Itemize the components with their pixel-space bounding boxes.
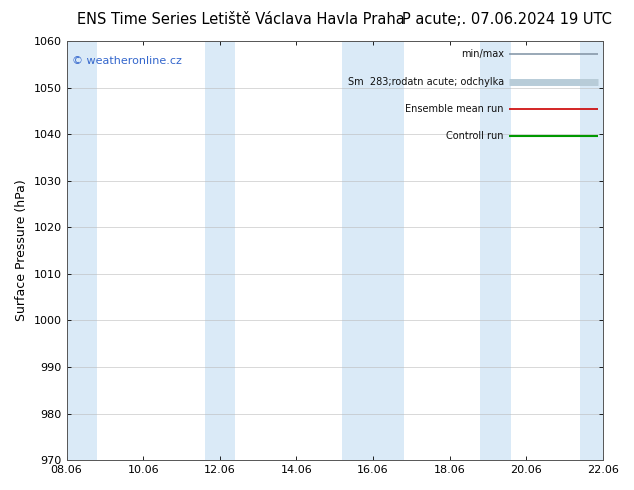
Text: min/max: min/max [461, 49, 504, 59]
Text: ENS Time Series Letiště Václava Havla Praha: ENS Time Series Letiště Václava Havla Pr… [77, 12, 404, 27]
Bar [67, 41, 97, 460]
Text: P acute;. 07.06.2024 19 UTC: P acute;. 07.06.2024 19 UTC [402, 12, 612, 27]
Bar [481, 41, 511, 460]
Bar [580, 41, 603, 460]
Text: Ensemble mean run: Ensemble mean run [405, 104, 504, 114]
Bar [342, 41, 373, 460]
Text: Controll run: Controll run [446, 131, 504, 141]
Bar [205, 41, 235, 460]
Y-axis label: Surface Pressure (hPa): Surface Pressure (hPa) [15, 180, 28, 321]
Bar [373, 41, 404, 460]
Text: © weatheronline.cz: © weatheronline.cz [72, 56, 182, 66]
Text: Sm  283;rodatn acute; odchylka: Sm 283;rodatn acute; odchylka [347, 77, 504, 87]
